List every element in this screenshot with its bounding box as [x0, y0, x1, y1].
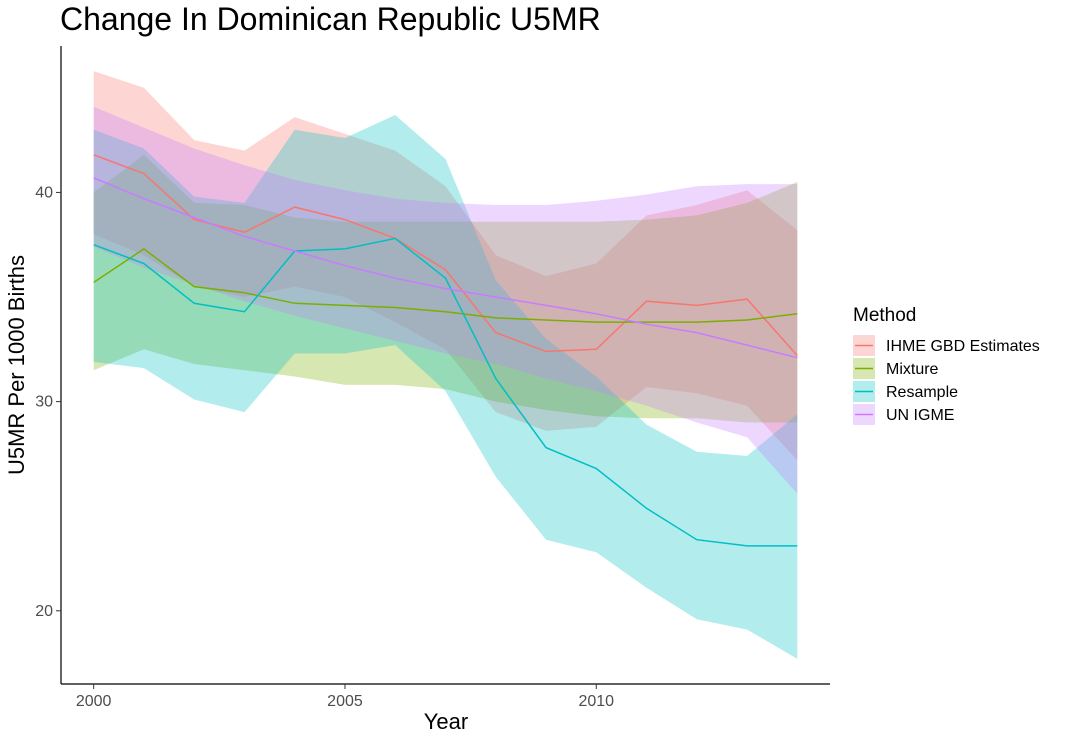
ihme-gbd-estimates-ribbon	[93, 71, 798, 461]
x-tick-label: 2010	[578, 693, 614, 710]
ribbons-layer	[93, 71, 798, 659]
mixture-line	[93, 247, 798, 323]
legend-label: IHME GBD Estimates	[886, 338, 1040, 355]
legend-item-resample: Resample	[853, 381, 958, 402]
resample-ribbon	[93, 115, 798, 659]
un-igme-line	[93, 177, 798, 359]
legend-title: Method	[853, 305, 916, 326]
legend-label: Mixture	[886, 361, 939, 378]
legend-items: IHME GBD Estimates Mixture Resample UN IGME	[853, 335, 1040, 425]
y-tick-label: 20	[35, 603, 53, 620]
legend-item-mixture: Mixture	[853, 358, 939, 379]
resample-line	[93, 237, 798, 547]
legend: Method IHME GBD Estimates Mixture Resample…	[853, 305, 1040, 425]
x-axis-ticks: 2000 2005 2010	[76, 684, 614, 710]
y-tick-label: 30	[35, 394, 53, 411]
x-tick-label: 2005	[327, 693, 363, 710]
y-axis-ticks: 20 30 40	[35, 184, 61, 620]
legend-item-ihme-gbd-estimates: IHME GBD Estimates	[853, 335, 1040, 356]
un-igme-ribbon	[93, 106, 798, 494]
x-tick-label: 2000	[76, 693, 112, 710]
x-axis-title: Year	[424, 709, 468, 734]
y-tick-label: 40	[35, 184, 53, 201]
legend-item-un-igme: UN IGME	[853, 404, 954, 425]
y-axis-title: U5MR Per 1000 Births	[4, 255, 29, 475]
legend-label: UN IGME	[886, 407, 954, 424]
legend-label: Resample	[886, 384, 958, 401]
plot-area	[93, 71, 798, 659]
lines-layer	[93, 154, 798, 547]
chart-title: Change In Dominican Republic U5MR	[60, 1, 601, 37]
